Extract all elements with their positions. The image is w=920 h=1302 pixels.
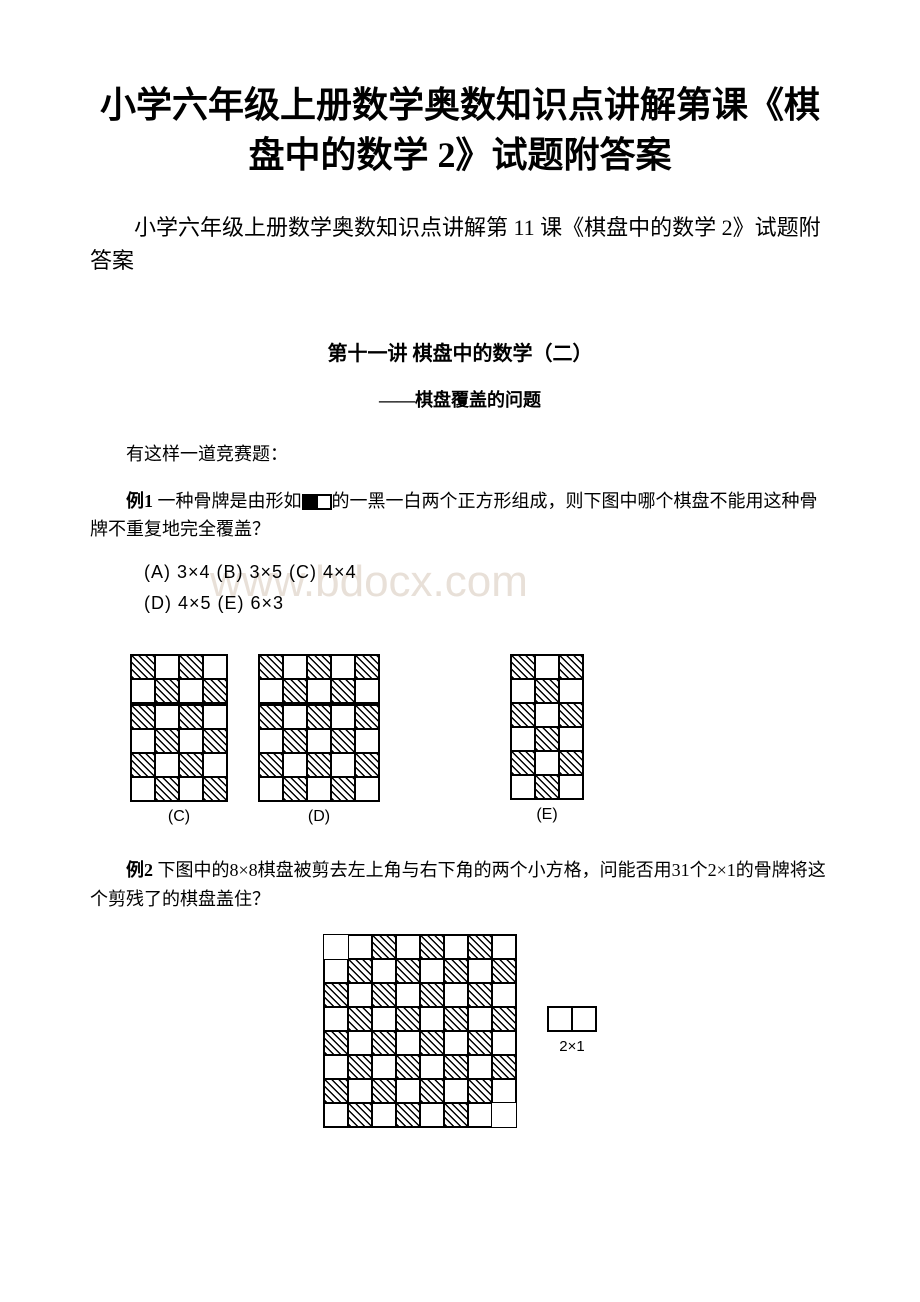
example-2-label: 例2 [126, 860, 153, 880]
example-1-text-before: 一种骨牌是由形如 [153, 491, 302, 511]
board-ex2 [323, 934, 517, 1128]
options-line-1: (A) 3×4 (B) 3×5 (C) 4×4 [144, 562, 830, 583]
board-c-container: (C) [130, 704, 228, 826]
lesson-title: 第十一讲 棋盘中的数学（二） [90, 337, 830, 366]
example-2-figure: 2×1 [90, 934, 830, 1128]
board-e [510, 654, 584, 800]
example-2: 例2 下图中的8×8棋盘被剪去左上角与右下角的两个小方格，问能否用31个2×1的… [90, 856, 830, 914]
example-1: 例1 一种骨牌是由形如的一黑一白两个正方形组成，则下图中哪个棋盘不能用这种骨牌不… [90, 487, 830, 545]
competition-intro: 有这样一道竞赛题： [90, 440, 830, 469]
board-c [130, 704, 228, 802]
example-1-label: 例1 [126, 491, 153, 511]
lesson-subtitle: ——棋盘覆盖的问题 [90, 386, 830, 412]
main-title: 小学六年级上册数学奥数知识点讲解第课《棋盘中的数学 2》试题附答案 [90, 80, 830, 181]
board-d-container: (D) [258, 704, 380, 826]
board-d-label: (D) [308, 808, 330, 826]
example-2-text: 下图中的8×8棋盘被剪去左上角与右下角的两个小方格，问能否用31个2×1的骨牌将… [90, 860, 826, 909]
domino-label: 2×1 [559, 1038, 584, 1055]
boards-row-2: (C) (D) [130, 704, 830, 826]
board-ex2-container [323, 934, 517, 1128]
board-d [258, 704, 380, 802]
options-line-2: (D) 4×5 (E) 6×3 [144, 593, 830, 614]
domino-container: 2×1 [547, 1006, 597, 1055]
domino-icon [302, 494, 332, 510]
intro-paragraph: 小学六年级上册数学奥数知识点讲解第 11 课《棋盘中的数学 2》试题附答案 [90, 211, 830, 277]
board-c-label: (C) [168, 808, 190, 826]
board-e-container: (E) [510, 654, 584, 824]
board-e-label: (E) [536, 806, 557, 824]
domino-figure [547, 1006, 597, 1032]
